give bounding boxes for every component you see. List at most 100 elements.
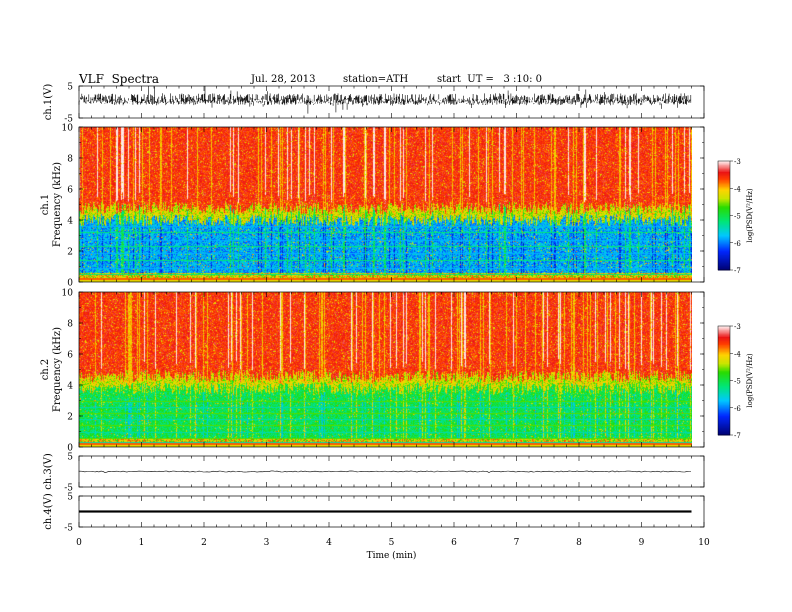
x-tick-label: 8 <box>576 538 582 548</box>
y-axis-label: ch.1(V) <box>43 84 54 121</box>
colorbar-cell <box>718 400 730 403</box>
start-time-label: start UT = 3 :10: 0 <box>437 74 543 85</box>
colorbar-cell <box>718 350 730 353</box>
colorbar-cell <box>718 163 730 166</box>
y-tick-label: 10 <box>62 124 74 134</box>
colorbar-cell <box>718 409 730 411</box>
ch4-waveform-band <box>79 510 692 513</box>
colorbar-cell <box>718 192 730 195</box>
colorbar-cell <box>718 392 730 395</box>
colorbar-cell <box>718 162 730 165</box>
colorbar-cell <box>718 261 730 264</box>
colorbar-cell <box>718 376 730 379</box>
colorbar-cell <box>718 390 730 392</box>
colorbar-cell <box>718 175 730 178</box>
y-tick-label: -5 <box>64 484 73 494</box>
colorbar-cell <box>718 173 730 176</box>
colorbar-cell <box>718 403 730 406</box>
colorbar-cell <box>718 351 730 354</box>
colorbar-cell <box>718 335 730 338</box>
colorbar-cell <box>718 195 730 197</box>
colorbar-cell <box>718 430 730 433</box>
y-tick-label: -5 <box>64 524 73 534</box>
x-tick-label: 1 <box>139 538 145 548</box>
colorbar-tick-label: -7 <box>734 267 741 275</box>
colorbar-tick-label: -7 <box>734 432 741 440</box>
colorbar-cell <box>718 241 730 244</box>
colorbar-cell <box>718 237 730 240</box>
colorbar-cell <box>718 171 730 174</box>
x-tick-label: 2 <box>201 538 207 548</box>
colorbar-cell <box>718 216 730 219</box>
colorbar-tick-label: -3 <box>734 158 741 166</box>
y-tick-label: 4 <box>67 217 73 227</box>
colorbar-cell <box>718 326 730 328</box>
colorbar-cell <box>718 259 730 261</box>
colorbar-cell <box>718 413 730 416</box>
colorbar-tick-label: -4 <box>734 185 741 193</box>
colorbar-cell <box>718 331 730 334</box>
ch3-waveform-line <box>78 470 692 473</box>
colorbar-label: log(PSD(V²/Hz) <box>746 353 754 408</box>
colorbar-cell <box>718 199 730 202</box>
colorbar-cell <box>718 234 730 237</box>
x-tick-label: 9 <box>639 538 645 548</box>
colorbar-cell <box>718 185 730 188</box>
colorbar-cell <box>718 178 730 181</box>
colorbar-cell <box>718 207 730 210</box>
date-label: Jul. 28, 2013 <box>251 74 316 85</box>
colorbar-cell <box>718 428 730 431</box>
colorbar-cell <box>718 418 730 421</box>
colorbar-cell <box>718 190 730 193</box>
colorbar-cell <box>718 332 730 335</box>
colorbar-cell <box>718 197 730 200</box>
colorbar-cell <box>718 362 730 365</box>
colorbar-cell <box>718 407 730 410</box>
colorbar-cell <box>718 242 730 245</box>
colorbar-cell <box>718 343 730 346</box>
colorbar-cell <box>718 180 730 182</box>
colorbar-cell <box>718 256 730 259</box>
colorbar-cell <box>718 388 730 391</box>
x-tick-label: 3 <box>264 538 270 548</box>
colorbar-cell <box>718 229 730 231</box>
y-tick-label: -5 <box>64 115 73 125</box>
colorbar-tick-label: -6 <box>734 405 741 413</box>
colorbar-cell <box>718 223 730 226</box>
colorbar-cell <box>718 193 730 196</box>
colorbar-cell <box>718 398 730 401</box>
colorbar-cell <box>718 387 730 390</box>
y-axis-label: Frequency (kHz) <box>52 327 63 412</box>
colorbar-cell <box>718 358 730 361</box>
colorbar-cell <box>718 244 730 246</box>
y-tick-label: 5 <box>67 493 73 503</box>
y-tick-label: 8 <box>67 320 73 330</box>
colorbar-cell <box>718 384 730 387</box>
colorbar-cell <box>718 368 730 371</box>
colorbar-cell <box>718 345 730 347</box>
colorbar-cell <box>718 174 730 177</box>
colorbar-cell <box>718 366 730 369</box>
colorbar-cell <box>718 200 730 203</box>
colorbar-cell <box>718 219 730 222</box>
colorbar-cell <box>718 182 730 185</box>
colorbar-cell <box>718 212 730 215</box>
colorbar-cell <box>718 414 730 417</box>
colorbar-cell <box>718 170 730 173</box>
y-tick-label: 0 <box>67 444 73 454</box>
x-tick-label: 7 <box>514 538 520 548</box>
colorbar-cell <box>718 263 730 266</box>
y-tick-label: 6 <box>67 186 73 196</box>
colorbar-cell <box>718 396 730 399</box>
colorbar-cell <box>718 201 730 204</box>
colorbar-cell <box>718 424 730 426</box>
colorbar-cell <box>718 405 730 407</box>
colorbar-tick-label: -5 <box>734 378 741 386</box>
colorbar-cell <box>718 336 730 339</box>
colorbar-cell <box>718 372 730 375</box>
colorbar-cell <box>718 208 730 211</box>
colorbar-cell <box>718 260 730 263</box>
y-axis-label: Frequency (kHz) <box>52 162 63 247</box>
colorbar-cell <box>718 233 730 236</box>
